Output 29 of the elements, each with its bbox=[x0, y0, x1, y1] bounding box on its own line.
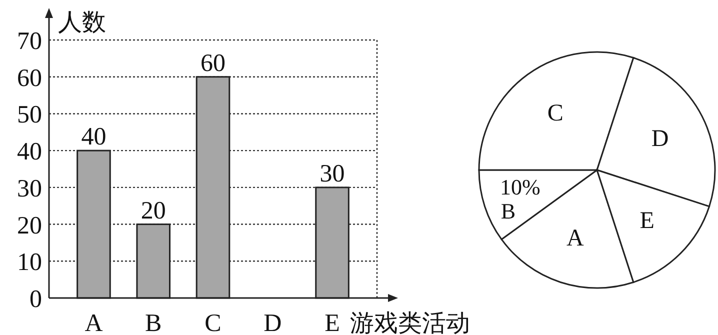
x-tick-label: D bbox=[264, 310, 282, 335]
data-label: 60 bbox=[200, 50, 226, 77]
y-axis-title: 人数 bbox=[58, 10, 106, 36]
data-label: 10% bbox=[500, 174, 540, 200]
y-tick-label: 10 bbox=[17, 249, 42, 276]
x-tick-label: B bbox=[145, 310, 162, 335]
y-tick-label: 20 bbox=[17, 212, 42, 240]
x-tick-label: E bbox=[324, 310, 340, 335]
slice-label: B bbox=[500, 198, 516, 224]
y-tick-label: 40 bbox=[17, 138, 42, 166]
bar bbox=[76, 150, 111, 299]
bar bbox=[196, 76, 230, 299]
bar bbox=[315, 186, 350, 299]
y-tick-label: 70 bbox=[17, 28, 42, 55]
x-tick-label: A bbox=[84, 310, 103, 335]
y-tick-label: 0 bbox=[30, 286, 42, 313]
data-label: 20 bbox=[140, 197, 166, 224]
y-tick-label: 50 bbox=[17, 102, 42, 129]
x-axis-title: 游戏类活动 bbox=[350, 311, 470, 335]
slice-label: D bbox=[651, 126, 669, 152]
bar bbox=[136, 224, 171, 299]
data-label: 30 bbox=[320, 160, 345, 188]
y-tick-label: 30 bbox=[17, 175, 42, 202]
slice-label: A bbox=[566, 225, 584, 252]
data-label: 40 bbox=[81, 124, 106, 151]
x-tick-label: C bbox=[204, 310, 222, 335]
y-tick-label: 60 bbox=[17, 64, 42, 92]
slice-label: C bbox=[547, 100, 564, 127]
slice-label: E bbox=[640, 208, 654, 234]
